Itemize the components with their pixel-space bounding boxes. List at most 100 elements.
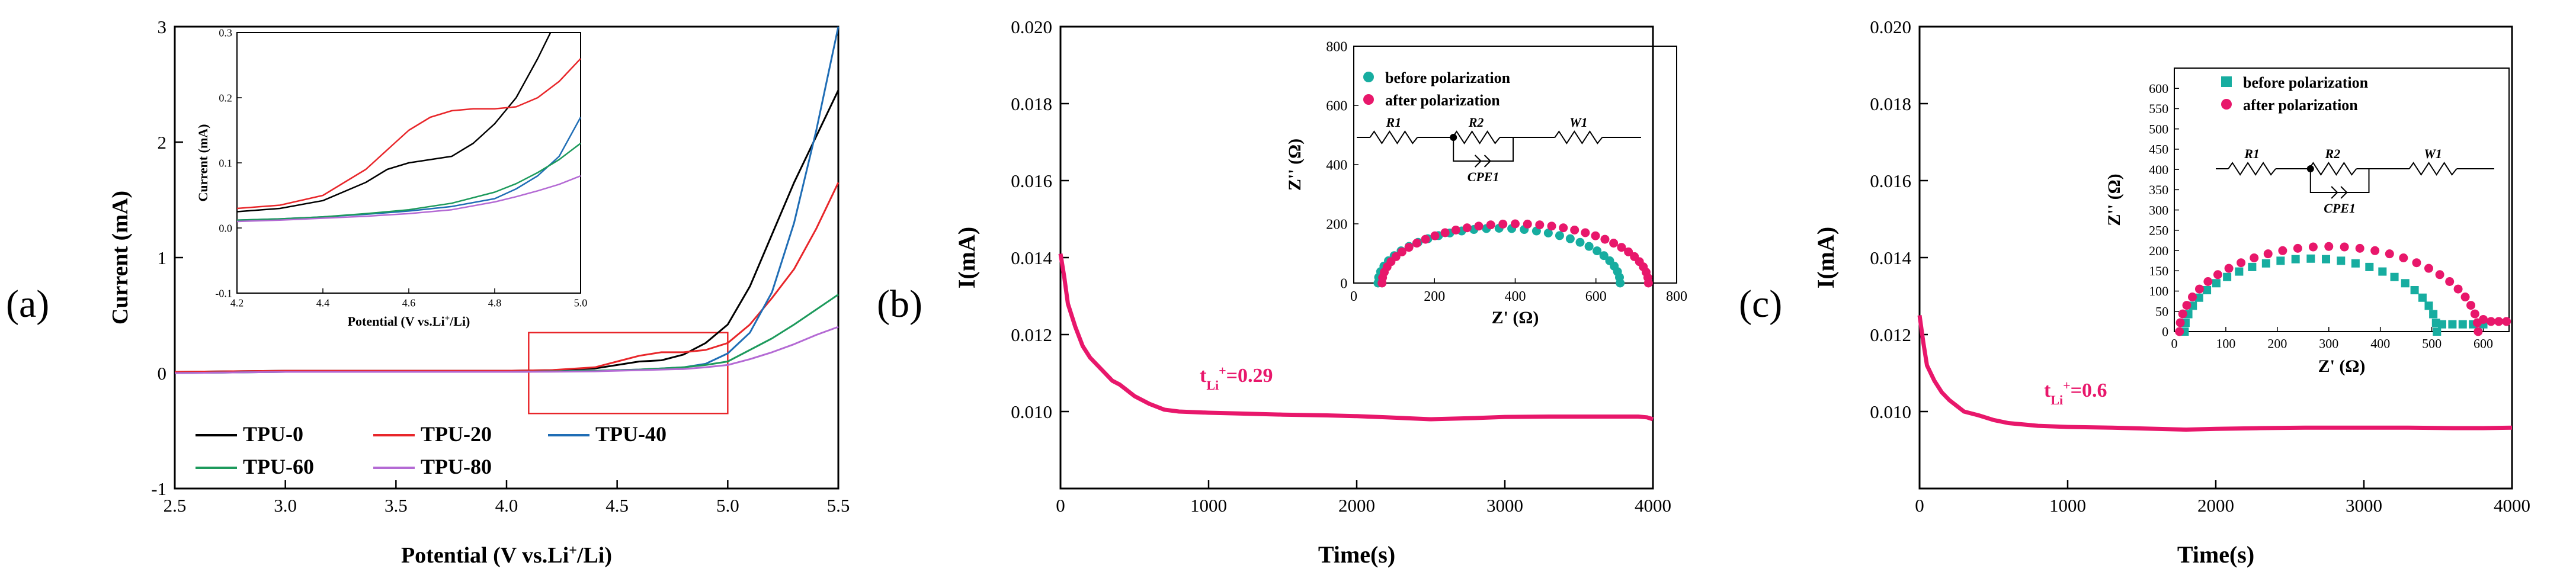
panel-b: 0 1000 2000 3000 40000.0100.0120.0140.0160.0…	[877, 17, 1687, 568]
y-tick-label: 0.014	[1011, 248, 1052, 268]
nyquist-point-before	[2424, 301, 2433, 310]
inset-legend-marker	[1363, 94, 1374, 105]
inset-y-tick-label: 400	[2149, 162, 2168, 177]
nyquist-point-after	[2479, 314, 2488, 324]
nyquist-point-before	[2365, 262, 2374, 271]
nyquist-point-after	[1535, 220, 1545, 230]
inset-x-axis-title: Z' (Ω)	[1492, 308, 1539, 327]
inset-series-line-tpu-60	[237, 143, 581, 221]
nyquist-point-after	[2460, 293, 2470, 302]
inset-y-tick-label: 0.1	[219, 157, 232, 169]
circuit-label-r2: R2	[1468, 115, 1484, 130]
x-tick-label: 3000	[2346, 495, 2382, 516]
nyquist-point-after	[2213, 270, 2222, 279]
inset-x-tick-label: 4.2	[230, 297, 244, 309]
circuit-label-w1: W1	[1569, 115, 1588, 130]
inset-x-axis-title: Potential (V vs.Li+/Li)	[348, 314, 470, 329]
nyquist-point-after	[1600, 234, 1610, 244]
nyquist-point-after	[1412, 239, 1421, 248]
nyquist-point-after	[1559, 223, 1568, 233]
nyquist-point-before	[1575, 237, 1585, 247]
legend-label: TPU-0	[243, 422, 303, 446]
plot-frame	[1059, 25, 1654, 490]
nyquist-point-before	[2235, 267, 2244, 276]
plot-frame	[174, 25, 840, 490]
inset-y-tick-label: 50	[2155, 304, 2168, 319]
inset-plot-frame	[2174, 68, 2510, 332]
y-tick-label: 0.010	[1870, 401, 1911, 422]
inset-y-tick-label: -0.1	[215, 287, 232, 299]
inset-y-tick-label: 550	[2149, 101, 2168, 116]
cpe-symbol	[2331, 186, 2348, 199]
warburg-w1-symbol	[2408, 162, 2458, 176]
inset-legend-marker	[2221, 76, 2232, 87]
panel-c: 0 1000 2000 3000 40000.0100.0120.0140.0160.0…	[1739, 17, 2530, 568]
nyquist-point-after	[2324, 242, 2334, 251]
nyquist-point-before	[1584, 242, 1594, 251]
nyquist-point-before	[2203, 285, 2212, 294]
inset-series-line-tpu-40	[237, 117, 581, 221]
nyquist-point-before	[2458, 320, 2467, 329]
inset-x-tick-label: 4.4	[316, 297, 330, 309]
nyquist-point-after	[1462, 223, 1472, 233]
nyquist-point-before	[2248, 262, 2257, 271]
nyquist-point-before	[2351, 259, 2360, 268]
inset-legend-marker	[2221, 99, 2232, 110]
nyquist-point-after	[1624, 247, 1633, 256]
nyquist-point-after	[2182, 301, 2191, 310]
inset-y-tick-label: 300	[2149, 203, 2168, 217]
x-tick-label: 3000	[1486, 495, 1523, 516]
nyquist-point-after	[2435, 270, 2444, 279]
inset-x-tick-label: 800	[1666, 289, 1687, 304]
nyquist-point-after	[1397, 247, 1406, 256]
nyquist-point-after	[2412, 258, 2421, 268]
x-axis-title: Time(s)	[2177, 541, 2254, 568]
y-tick-label: 0.020	[1870, 17, 1911, 37]
current-decay-curve	[1058, 253, 1654, 422]
nyquist-point-after	[2194, 284, 2204, 294]
y-axis-title: Current (mA)	[108, 191, 133, 324]
y-tick-label: 2	[158, 132, 167, 153]
inset-x-axis-title: Z' (Ω)	[2318, 356, 2366, 376]
inset-y-tick-label: 200	[2149, 243, 2168, 258]
nyquist-point-after	[1498, 219, 1508, 229]
nyquist-point-after	[1523, 219, 1532, 229]
nyquist-point-after	[2187, 293, 2197, 302]
resistor-r2-symbol	[2308, 162, 2357, 176]
inset-legend-label: after polarization	[1385, 92, 1500, 109]
nyquist-point-after	[2178, 309, 2187, 319]
inset-y-tick-label: 250	[2149, 223, 2168, 238]
nyquist-point-before	[2194, 293, 2203, 302]
inset-zoom-plot: 4.2 4.4 4.6 4.8 5.0 -0.1 0.0 0.1 0.2 0.3 Potential…	[196, 27, 587, 329]
inset-legend-marker	[1363, 72, 1374, 82]
inset-y-tick-label: 0	[2162, 324, 2168, 339]
nyquist-point-before	[2433, 327, 2442, 336]
y-axis-title: I(mA)	[1812, 227, 1839, 288]
transference-number-annotation: tLi+=0.29	[1200, 363, 1273, 393]
nyquist-point-after	[2502, 317, 2511, 326]
inset-y-tick-label: 800	[1326, 39, 1347, 54]
inset-y-tick-label: 0.0	[219, 222, 232, 234]
nyquist-point-after	[1511, 219, 1520, 229]
inset-y-tick-label: 600	[2149, 81, 2168, 96]
nyquist-point-after	[2453, 284, 2463, 294]
nyquist-point-after	[1486, 220, 1495, 230]
inset-x-tick-label: 5.0	[574, 297, 588, 309]
y-axis-title: I(mA)	[953, 227, 980, 288]
nyquist-point-before	[2337, 256, 2346, 265]
transference-number-annotation: tLi+=0.6	[2044, 378, 2107, 407]
nyquist-point-after	[2466, 301, 2476, 310]
inset-x-tick-label: 100	[2216, 336, 2235, 351]
x-tick-label: 2000	[1338, 495, 1375, 516]
panel-label: (c)	[1739, 282, 1782, 326]
legend-label: TPU-20	[421, 422, 492, 446]
zoom-region-box	[528, 332, 729, 415]
inset-x-tick-label: 200	[2267, 336, 2287, 351]
legend-label: TPU-60	[243, 455, 314, 478]
y-tick-label: 0.010	[1011, 401, 1052, 422]
circuit-label-w1: W1	[2424, 146, 2442, 161]
nyquist-point-after	[2355, 243, 2364, 253]
inset-y-axis-title: Z'' (Ω)	[1285, 139, 1305, 191]
nyquist-point-after	[2470, 309, 2479, 319]
x-tick-label: 4000	[1635, 495, 1671, 516]
